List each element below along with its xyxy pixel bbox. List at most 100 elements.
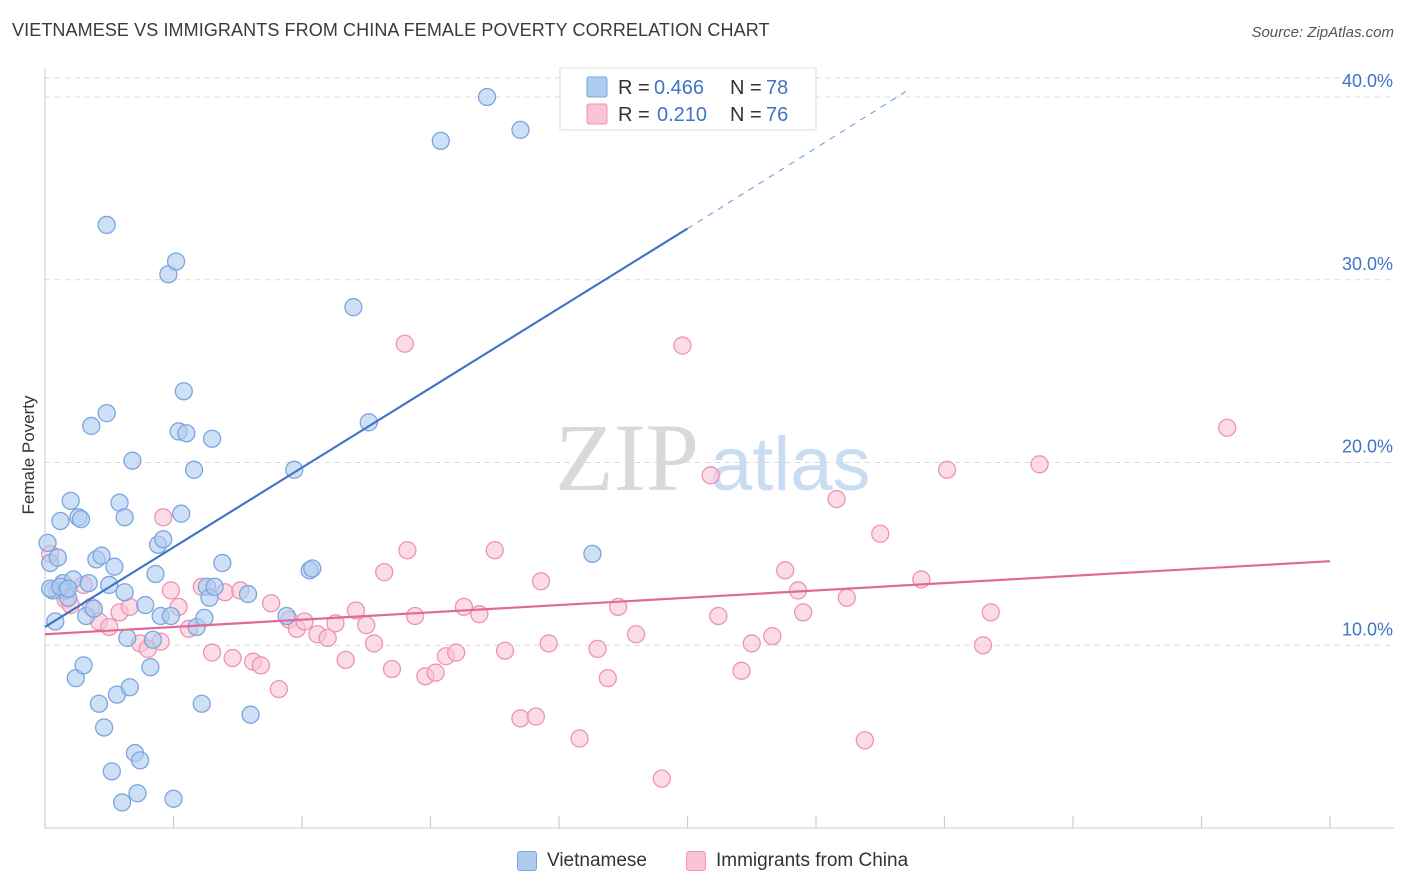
china-point [732,661,751,680]
china-point [570,729,589,748]
china-point [742,634,761,653]
watermark: ZIP atlas [555,404,871,511]
china-point [837,588,856,607]
vietnamese-point [118,628,137,648]
china-point [588,639,607,659]
china-point [511,709,530,728]
vietnamese-point [130,751,150,770]
legend-n-value-2: 76 [766,104,788,126]
china-point [426,663,445,682]
vietnamese-point [583,544,602,564]
y-axis-label: Female Poverty [19,395,38,515]
vietnamese-trendline [44,227,689,628]
watermark-zip: ZIP [555,404,699,511]
vietnamese-point [84,599,103,618]
china-point [357,615,376,635]
vietnamese-point [205,577,224,596]
y-tick-label: 30.0% [1342,254,1393,274]
vietnamese-point [303,559,322,578]
axis-layer: 10.0%20.0%30.0%40.0%0.0%50.0% [44,68,1394,829]
legend-swatch-china [586,103,608,125]
vietnamese-point [344,298,363,317]
china-point [763,626,782,646]
china-point [336,650,355,670]
china-point [776,561,795,580]
vietnamese-label: Vietnamese [547,850,647,871]
china-point [485,541,504,560]
y-tick-label: 40.0% [1342,71,1393,91]
china-swatch [686,851,706,871]
vietnamese-point [164,789,183,808]
china-point [531,572,551,591]
vietnamese-point [431,131,450,151]
vietnamese-point [174,382,193,401]
china-point [318,628,337,648]
vietnamese-swatch [517,851,537,871]
china-point [154,508,173,527]
chart-title: VIETNAMESE VS IMMIGRANTS FROM CHINA FEMA… [12,20,770,40]
china-point [262,594,281,613]
trend-layer [44,91,1331,636]
china-point [673,336,692,355]
legend-r-value-2: 0.210 [657,104,707,126]
china-point [855,731,874,750]
legend-n-label-1: N = [730,77,762,99]
legend: R = 0.466 N = 78 R = 0.210 N = 76 [559,67,817,131]
china-point [454,597,474,617]
vietnamese-point [141,658,160,677]
vietnamese-point [143,630,163,649]
china-point [100,617,119,637]
china-point [269,679,289,699]
vietnamese-point [195,608,214,627]
legend-n-label-2: N = [730,104,762,126]
china-point [447,643,466,662]
vietnamese-point [146,564,165,584]
china-point [539,634,558,653]
china-point [794,603,813,622]
legend-r-label-1: R = [618,77,650,99]
legend-swatch-vietnamese [586,76,608,98]
vietnamese-point [511,120,530,140]
vietnamese-point [477,87,497,107]
china-point [161,581,181,600]
china-point [495,641,515,660]
vietnamese-point [97,404,116,423]
china-point [1030,455,1049,474]
china-point [709,606,728,626]
china-point [364,634,384,653]
vietnamese-point [184,460,204,479]
legend-r-value-1: 0.466 [654,77,704,99]
bottom-legend-china: Immigrants from China [686,850,908,872]
vietnamese-point [97,215,116,235]
china-point [251,656,271,675]
legend-n-value-1: 78 [766,77,788,99]
vietnamese-point [82,416,101,436]
vietnamese-point [359,413,378,432]
china-point [346,601,366,620]
vietnamese-point [166,252,186,271]
china-point [981,603,1000,622]
vietnamese-point [79,573,98,593]
china-point [973,636,993,655]
vietnamese-point [161,606,181,626]
vietnamese-point [136,595,155,615]
china-point [1218,418,1237,437]
vietnamese-point [105,557,124,576]
watermark-atlas: atlas [710,422,871,507]
vietnamese-point [202,429,222,448]
vietnamese-point [74,656,93,675]
vietnamese-point [115,508,134,527]
china-point [937,460,957,479]
scatter-chart: ZIP atlas 10.0%20.0%30.0%40.0%0.0%50.0% … [19,67,1394,829]
vietnamese-point [48,548,67,567]
grid-layer [45,77,1394,646]
vietnamese-point [58,579,78,598]
china-point [202,643,222,662]
vietnamese-point [115,583,134,602]
china-point [395,334,414,353]
points-layer [38,87,1237,812]
legend-r-label-2: R = [618,104,650,126]
vietnamese-point [92,546,111,565]
vietnamese-point [51,511,70,531]
vietnamese-point [89,694,109,713]
